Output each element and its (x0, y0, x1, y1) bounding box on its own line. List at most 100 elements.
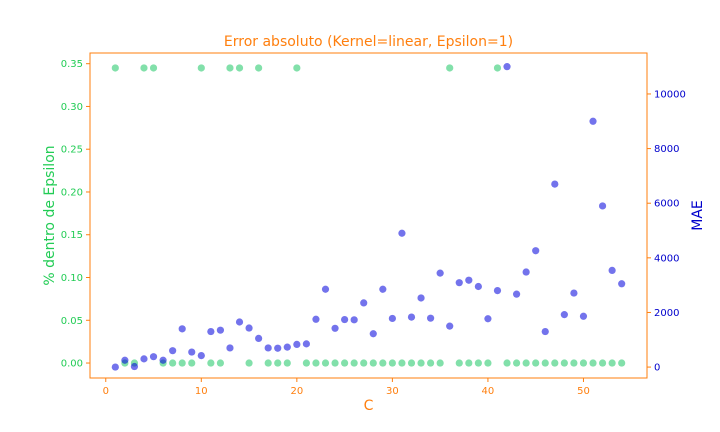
left-series-point (608, 359, 616, 367)
left-series-point (283, 359, 291, 367)
right-series-point (321, 285, 330, 293)
right-series-point (264, 344, 272, 352)
left-series-point (331, 359, 339, 367)
x-tick-label: 20 (290, 386, 303, 397)
left-series-point (140, 64, 148, 72)
right-series-point (417, 294, 425, 302)
left-series-point (178, 359, 186, 367)
right-series-point (274, 344, 282, 352)
right-series-point (503, 63, 511, 71)
right-series-point (427, 314, 435, 322)
right-series-point (350, 316, 358, 324)
left-series-point (293, 64, 301, 72)
left-series-point (455, 359, 463, 367)
left-series-point (369, 359, 377, 367)
right-series-point (446, 322, 454, 330)
left-series-point (541, 359, 549, 367)
right-series-point (455, 279, 463, 287)
right-series-point (532, 247, 540, 255)
right-series-point (149, 353, 158, 361)
y-right-tick-label: 6000 (654, 199, 679, 210)
y-left-tick-label: 0.20 (61, 187, 83, 198)
y-left-tick-label: 0.25 (61, 145, 83, 156)
right-series-point (255, 334, 263, 342)
left-series-point (465, 359, 473, 367)
right-series-point (512, 290, 521, 298)
y-axis-right: 0 2000 4000 6000 8000 10000 (647, 89, 686, 374)
left-series-point (302, 359, 310, 367)
left-series-point (493, 64, 502, 72)
x-tick-label: 30 (386, 386, 399, 397)
left-series-point (474, 359, 482, 367)
right-series-point (465, 276, 473, 284)
right-series-point (379, 285, 387, 293)
left-series-point (216, 359, 225, 367)
left-series-point (312, 359, 320, 367)
right-series-point (474, 282, 482, 291)
left-series-point (235, 64, 244, 72)
right-series-point (618, 280, 626, 288)
left-series-point (350, 359, 358, 367)
x-tick-label: 10 (195, 386, 208, 397)
right-series-point (169, 347, 177, 355)
right-series-point (541, 327, 549, 336)
y-left-tick-label: 0.10 (61, 273, 83, 284)
right-series-point (216, 326, 225, 334)
left-series-point (111, 64, 119, 72)
right-series-point (398, 229, 406, 237)
left-series-point (551, 359, 559, 367)
right-series-point (302, 340, 310, 348)
right-series-point (331, 324, 339, 332)
y-right-tick-label: 8000 (654, 144, 679, 155)
left-series-point (570, 359, 578, 367)
right-series-point (570, 289, 578, 297)
left-series-point (589, 359, 597, 367)
right-series-point (484, 315, 492, 323)
left-series-point (264, 359, 272, 367)
right-series-point (608, 266, 616, 274)
right-series-point (360, 299, 368, 307)
right-series-point (407, 313, 416, 321)
right-series-point (589, 117, 597, 125)
left-series-point (618, 359, 626, 367)
right-series-points (111, 63, 626, 371)
right-series-point (235, 318, 244, 326)
left-series-points (111, 64, 626, 367)
chart-title: Error absoluto (Kernel=linear, Epsilon=1… (224, 34, 513, 50)
x-tick-label: 50 (577, 386, 590, 397)
y-left-tick-label: 0.35 (61, 59, 83, 70)
right-series-point (130, 362, 139, 371)
right-series-point (178, 325, 186, 333)
left-series-point (379, 359, 387, 367)
left-series-point (360, 359, 368, 367)
left-series-point (207, 359, 215, 367)
y-right-tick-label: 0 (654, 363, 660, 374)
right-series-point (369, 330, 377, 338)
left-series-point (436, 359, 444, 367)
left-series-point (169, 359, 177, 367)
x-tick-label: 0 (103, 386, 109, 397)
left-series-point (560, 359, 568, 367)
y-axis-right-label: MAE (690, 200, 706, 231)
right-series-point (579, 312, 588, 320)
right-series-point (159, 356, 167, 364)
x-axis-label: C (364, 398, 374, 414)
right-series-point (197, 352, 205, 360)
right-series-point (121, 356, 129, 364)
right-series-point (207, 327, 215, 336)
y-right-tick-label: 4000 (654, 253, 679, 264)
left-series-point (579, 359, 588, 367)
x-axis: 0 10 20 30 40 50 (103, 378, 590, 397)
left-series-point (398, 359, 406, 367)
right-series-point (436, 269, 444, 277)
y-left-tick-label: 0.05 (61, 316, 83, 327)
left-series-point (417, 359, 425, 367)
right-series-point (493, 287, 502, 295)
y-axis-left: 0.00 0.05 0.10 0.15 0.20 0.25 0.30 0.35 (61, 59, 90, 370)
left-series-point (532, 359, 540, 367)
y-left-tick-label: 0.00 (61, 359, 83, 370)
left-series-point (388, 359, 396, 367)
right-series-point (522, 268, 530, 276)
left-series-point (484, 359, 492, 367)
